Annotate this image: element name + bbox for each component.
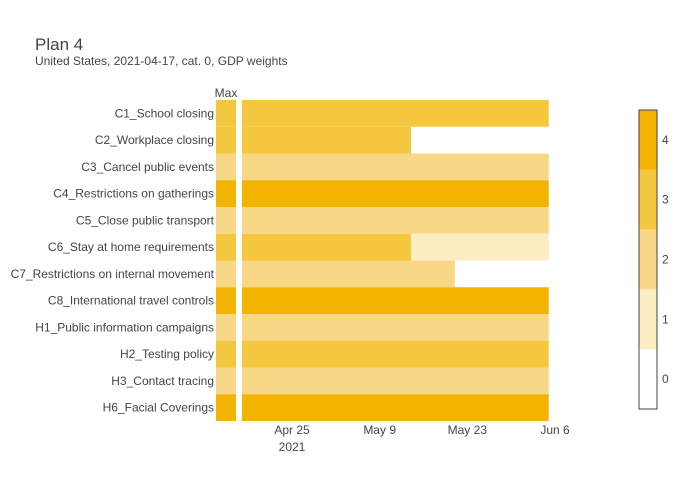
heatmap-cell (410, 233, 549, 261)
row-label: H3_Contact tracing (111, 374, 214, 388)
heatmap-cell (241, 100, 549, 127)
heatmap-cell (241, 233, 411, 261)
colorbar-tick-label: 0 (662, 372, 669, 386)
heatmap-cell (241, 180, 549, 207)
x-tick-label: Apr 25 (274, 423, 310, 437)
row-label: C7_Restrictions on internal movement (11, 267, 215, 281)
max-cell (216, 180, 236, 207)
x-tick-label: May 23 (448, 423, 488, 437)
row-label: C1_School closing (115, 106, 214, 120)
row-label: H1_Public information campaigns (35, 320, 214, 334)
row-label: C2_Workplace closing (95, 133, 214, 147)
colorbar-segment (639, 289, 657, 350)
max-cell (216, 260, 236, 288)
max-cell (216, 340, 236, 368)
heatmap-cell (241, 314, 549, 341)
max-cell (216, 394, 236, 421)
colorbar-segment (639, 349, 657, 409)
colorbar: 0 1 2 3 4 (638, 109, 669, 410)
colorbar-border (638, 109, 658, 410)
row-label: C8_International travel controls (48, 294, 214, 308)
heatmap-cells (216, 100, 549, 421)
row-label: H2_Testing policy (120, 347, 214, 361)
max-cell (216, 287, 236, 314)
heatmap-cell (241, 287, 549, 314)
row-label: C4_Restrictions on gatherings (53, 187, 214, 201)
max-cell (216, 367, 236, 395)
max-cell (216, 153, 236, 181)
x-tick-label: Jun 6 (540, 423, 570, 437)
heatmap-cell (241, 340, 549, 368)
heatmap-cell (241, 207, 549, 234)
colorbar-tick-label: 2 (662, 253, 669, 267)
row-label: C3_Cancel public events (81, 160, 214, 174)
x-axis-ticks: Apr 25 May 9 May 23 Jun 6 (274, 423, 570, 437)
x-tick-label: May 9 (363, 423, 396, 437)
colorbar-segment (639, 169, 657, 230)
colorbar-segment (639, 110, 657, 170)
max-cell (216, 314, 236, 341)
heatmap-cell (241, 367, 549, 395)
max-cell (216, 233, 236, 261)
max-divider (236, 100, 240, 421)
heatmap-cell (241, 394, 549, 421)
heatmap-cell (241, 153, 549, 181)
heatmap-cell (241, 126, 411, 154)
row-label: H6_Facial Coverings (103, 401, 214, 415)
chart-subtitle: United States, 2021-04-17, cat. 0, GDP w… (35, 54, 288, 68)
x-axis-year-label: 2021 (279, 440, 306, 454)
colorbar-tick-label: 3 (662, 193, 669, 207)
colorbar-tick-label: 4 (662, 133, 669, 147)
max-cell (216, 126, 236, 154)
heatmap-cell (241, 260, 455, 288)
max-cell (216, 100, 236, 127)
row-label: C6_Stay at home requirements (48, 240, 214, 254)
colorbar-tick-label: 1 (662, 312, 669, 326)
chart-title: Plan 4 (35, 35, 84, 54)
max-column-label: Max (215, 86, 238, 100)
row-labels: C1_School closing C2_Workplace closing C3_… (11, 106, 215, 414)
colorbar-segment (639, 229, 657, 290)
row-label: C5_Close public transport (76, 213, 215, 227)
max-cell (216, 207, 236, 234)
